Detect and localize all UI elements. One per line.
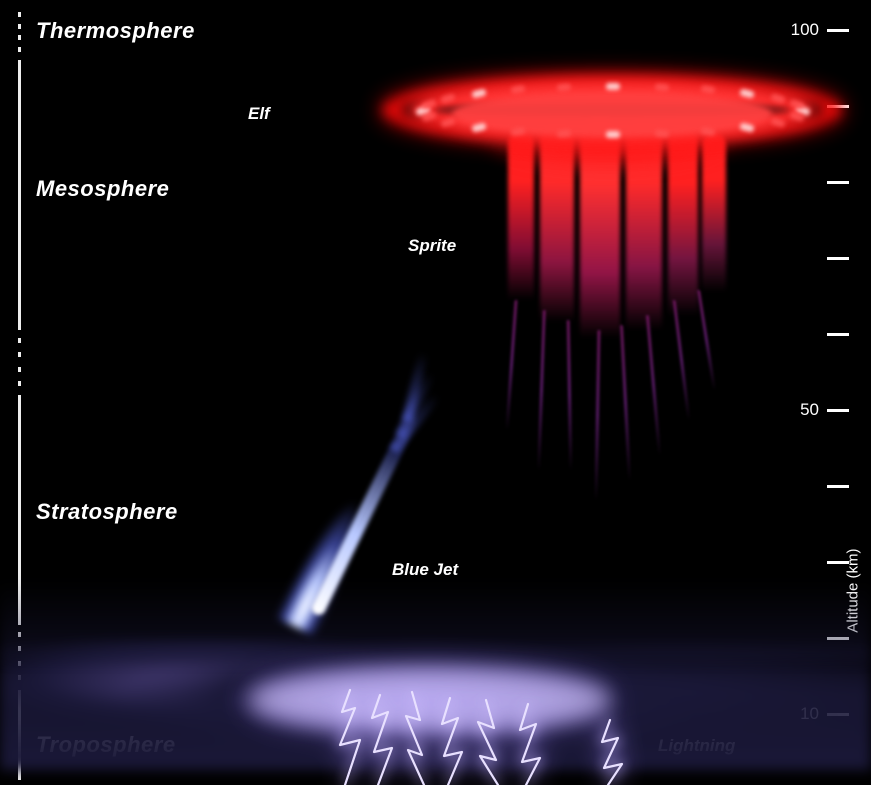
lightning-bolts bbox=[0, 0, 871, 785]
diagram-canvas: Thermosphere Mesosphere Stratosphere Tro… bbox=[0, 0, 871, 785]
